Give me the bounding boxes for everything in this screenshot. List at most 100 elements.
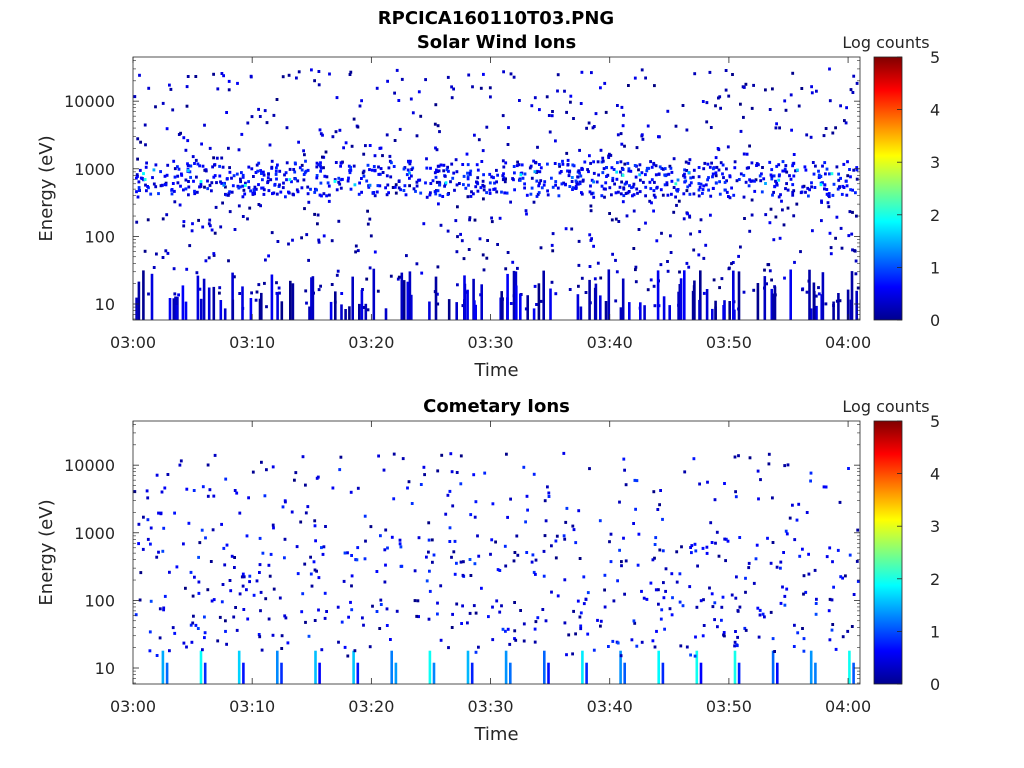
heatmap-cell — [824, 302, 828, 306]
heatmap-cell — [535, 170, 538, 174]
heatmap-cell — [789, 269, 792, 320]
heatmap-cell — [358, 104, 362, 108]
heatmap-cell — [251, 470, 255, 474]
heatmap-cell — [755, 543, 759, 547]
heatmap-cell — [723, 188, 727, 192]
heatmap-cell — [616, 133, 620, 137]
heatmap-cell — [253, 185, 257, 189]
heatmap-cell — [590, 71, 593, 75]
heatmap-cell — [312, 560, 316, 564]
heatmap-cell — [755, 164, 758, 167]
heatmap-cell — [195, 271, 199, 275]
heatmap-cell — [817, 292, 821, 296]
x-tick-label: 03:40 — [587, 333, 633, 352]
heatmap-cell — [232, 174, 236, 178]
heatmap-cell — [725, 190, 729, 194]
heatmap-cell — [163, 594, 167, 598]
heatmap-cell — [622, 113, 625, 117]
heatmap-cell — [760, 172, 763, 176]
heatmap-cell — [188, 244, 192, 248]
x-tick-label: 03:20 — [348, 697, 394, 716]
heatmap-cell — [271, 523, 275, 527]
heatmap-cell — [845, 193, 849, 197]
heatmap-cell — [504, 629, 507, 633]
heatmap-cell — [336, 269, 340, 273]
heatmap-cell — [212, 252, 216, 256]
heatmap-cell — [246, 617, 250, 621]
heatmap-cell — [718, 286, 721, 290]
heatmap-cell — [262, 192, 266, 196]
heatmap-cell — [276, 292, 279, 320]
heatmap-cell — [442, 169, 446, 173]
heatmap-cell — [611, 179, 615, 183]
heatmap-cell — [590, 192, 593, 196]
heatmap-cell — [209, 560, 213, 563]
heatmap-cell — [533, 627, 537, 631]
heatmap-cell — [583, 160, 587, 164]
heatmap-cell — [571, 163, 575, 167]
heatmap-cell — [162, 606, 166, 610]
heatmap-cell — [260, 172, 263, 175]
heatmap-cell — [443, 184, 446, 188]
heatmap-cell — [774, 179, 777, 183]
heatmap-cell — [640, 640, 644, 644]
heatmap-cell — [198, 287, 202, 291]
heatmap-cell — [379, 146, 383, 150]
heatmap-cell — [605, 175, 608, 178]
heatmap-cell — [498, 610, 502, 614]
heatmap-cell — [635, 479, 639, 483]
heatmap-cell — [460, 622, 463, 625]
heatmap-cell — [166, 163, 170, 167]
heatmap-cell — [827, 609, 831, 613]
plot-frame — [132, 56, 861, 321]
heatmap-cell — [504, 564, 508, 568]
heatmap-cell — [415, 614, 419, 618]
heatmap-cell — [836, 187, 840, 191]
heatmap — [133, 451, 860, 684]
heatmap-cell — [742, 85, 746, 89]
heatmap-cell — [385, 174, 389, 178]
heatmap-cell — [203, 123, 206, 127]
heatmap-cell — [208, 488, 212, 492]
heatmap-cell — [154, 163, 158, 167]
heatmap-cell — [427, 617, 431, 621]
heatmap-cell — [439, 223, 443, 227]
heatmap-cell — [846, 629, 850, 633]
heatmap-cell — [408, 162, 412, 166]
heatmap-cell — [736, 635, 739, 639]
heatmap-cell — [563, 578, 567, 582]
heatmap-cell — [687, 265, 691, 269]
heatmap-cell — [318, 163, 322, 167]
heatmap-cell — [603, 588, 606, 592]
heatmap-cell — [454, 158, 458, 162]
heatmap-cell — [142, 172, 145, 176]
heatmap-cell — [837, 172, 840, 176]
heatmap-cell — [669, 166, 673, 170]
heatmap-cell — [417, 615, 420, 619]
heatmap-cell — [346, 551, 349, 555]
heatmap-cell — [766, 536, 769, 540]
heatmap-cell — [476, 534, 479, 538]
heatmap-cell — [331, 135, 335, 139]
heatmap-cell — [793, 260, 796, 264]
heatmap-cell — [241, 195, 245, 199]
heatmap-cell — [537, 191, 541, 195]
heatmap-cell — [145, 189, 148, 193]
heatmap-cell — [182, 542, 185, 546]
heatmap-cell — [417, 536, 421, 540]
heatmap-cell — [214, 205, 218, 209]
heatmap-cell — [533, 640, 537, 644]
heatmap-cell — [466, 195, 470, 199]
heatmap-cell — [637, 532, 641, 536]
heatmap-cell — [280, 634, 284, 638]
heatmap-cell — [361, 171, 365, 175]
heatmap-cell — [708, 70, 712, 74]
heatmap-cell — [524, 307, 528, 311]
heatmap-cell — [136, 137, 140, 141]
heatmap-cell — [534, 160, 537, 164]
heatmap-cell — [313, 524, 317, 528]
x-tick-label: 03:30 — [467, 333, 513, 352]
heatmap-cell — [838, 500, 842, 504]
heatmap-cell — [371, 191, 375, 195]
heatmap-cell — [599, 624, 602, 628]
